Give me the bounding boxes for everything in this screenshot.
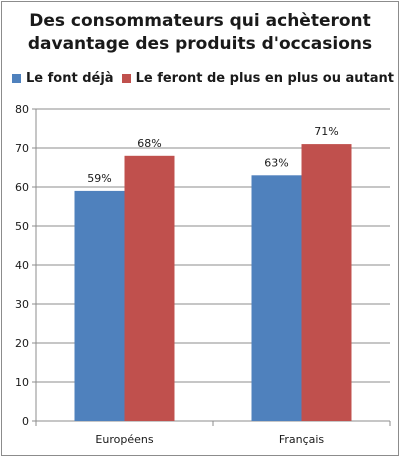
y-tick-label: 10: [15, 376, 29, 389]
y-tick-label: 50: [15, 220, 29, 233]
bar-series-1-2: [251, 175, 302, 421]
y-tick-label: 20: [15, 337, 29, 350]
legend-swatch-series-2: [121, 74, 131, 83]
x-category-label: Européens: [95, 433, 153, 446]
data-label: 59%: [87, 172, 111, 185]
legend-swatch-series-1: [12, 74, 21, 83]
chart-title: Des consommateurs qui achèteront davanta…: [0, 10, 400, 56]
bar-series-2-1: [124, 155, 175, 422]
chart-legend: Le font déjà Le feront de plus en plus o…: [12, 71, 400, 86]
y-tick-label: 40: [15, 259, 29, 272]
legend-item-series-2: Le feront de plus en plus ou autant: [121, 71, 395, 86]
legend-item-series-1: Le font déjà: [12, 71, 114, 86]
y-tick-label: 30: [15, 298, 29, 311]
y-tick-label: 60: [15, 181, 29, 194]
chart-title-line-2: davantage des produits d'occasions: [27, 34, 373, 54]
legend-label-series-2: Le feront de plus en plus ou autant: [135, 71, 395, 86]
chart-title-line-1: Des consommateurs qui achèteront: [29, 11, 371, 31]
data-label: 68%: [137, 137, 161, 150]
y-tick-label: 0: [22, 415, 29, 428]
legend-label-series-1: Le font déjà: [26, 71, 114, 86]
y-tick-label: 80: [15, 103, 29, 116]
y-tick-label: 70: [15, 142, 29, 155]
x-category-label: Français: [279, 433, 325, 446]
bar-series-2-2: [301, 144, 352, 421]
data-label: 63%: [264, 156, 288, 169]
data-label: 71%: [314, 125, 338, 138]
bar-series-1-1: [74, 190, 125, 421]
